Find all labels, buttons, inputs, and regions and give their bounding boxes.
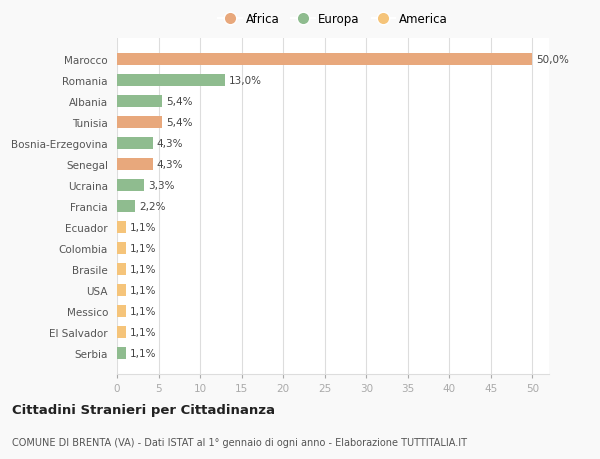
Text: 5,4%: 5,4% [166, 97, 193, 107]
Bar [117, 117, 162, 129]
Text: 2,2%: 2,2% [139, 202, 166, 212]
Bar [117, 96, 162, 107]
Text: 1,1%: 1,1% [130, 306, 157, 316]
Bar [117, 138, 153, 150]
Text: Cittadini Stranieri per Cittadinanza: Cittadini Stranieri per Cittadinanza [12, 403, 275, 416]
Text: 4,3%: 4,3% [157, 139, 184, 149]
Bar [117, 347, 126, 359]
Bar [117, 243, 126, 254]
Bar [117, 263, 126, 275]
Bar [117, 75, 225, 87]
Bar [117, 159, 153, 170]
Text: 1,1%: 1,1% [130, 243, 157, 253]
Text: 13,0%: 13,0% [229, 76, 262, 86]
Bar [117, 306, 126, 317]
Bar [117, 326, 126, 338]
Text: 5,4%: 5,4% [166, 118, 193, 128]
Text: COMUNE DI BRENTA (VA) - Dati ISTAT al 1° gennaio di ogni anno - Elaborazione TUT: COMUNE DI BRENTA (VA) - Dati ISTAT al 1°… [12, 437, 467, 447]
Legend: Africa, Europa, America: Africa, Europa, America [218, 13, 448, 27]
Bar [117, 201, 135, 213]
Text: 3,3%: 3,3% [149, 181, 175, 190]
Bar [117, 222, 126, 233]
Text: 1,1%: 1,1% [130, 223, 157, 232]
Bar [117, 285, 126, 296]
Bar [117, 180, 145, 191]
Bar [117, 54, 532, 66]
Text: 1,1%: 1,1% [130, 264, 157, 274]
Text: 4,3%: 4,3% [157, 160, 184, 170]
Text: 50,0%: 50,0% [536, 55, 569, 65]
Text: 1,1%: 1,1% [130, 327, 157, 337]
Text: 1,1%: 1,1% [130, 285, 157, 295]
Text: 1,1%: 1,1% [130, 348, 157, 358]
